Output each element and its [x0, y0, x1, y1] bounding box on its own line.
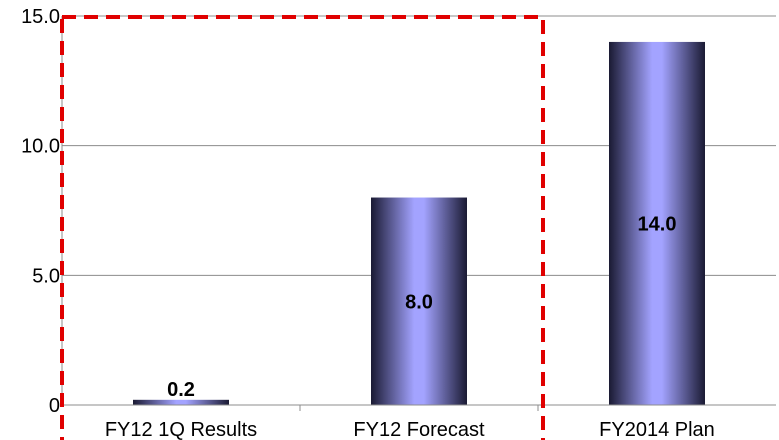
- data-label: 8.0: [405, 291, 433, 313]
- y-tick-label: 15.0: [21, 6, 60, 28]
- y-tick-label: 10.0: [21, 136, 60, 158]
- x-tick-label: FY12 1Q Results: [105, 419, 257, 440]
- y-tick-label: 5.0: [32, 265, 60, 287]
- x-tick-label: FY2014 Plan: [599, 419, 715, 440]
- bar: [609, 41, 705, 405]
- data-label: 14.0: [638, 213, 677, 235]
- data-label: 0.2: [167, 379, 195, 401]
- highlight-dashed-box: [60, 15, 545, 440]
- bar: [133, 399, 229, 405]
- x-tick-label: FY12 Forecast: [353, 419, 485, 440]
- labels: 0 5.0 10.0 15.0 0.2 FY12 1Q Results 8.0 FY12 Fo…: [21, 6, 715, 440]
- bars: [133, 41, 705, 405]
- y-tick-label: 0: [49, 395, 60, 417]
- bar: [371, 197, 467, 405]
